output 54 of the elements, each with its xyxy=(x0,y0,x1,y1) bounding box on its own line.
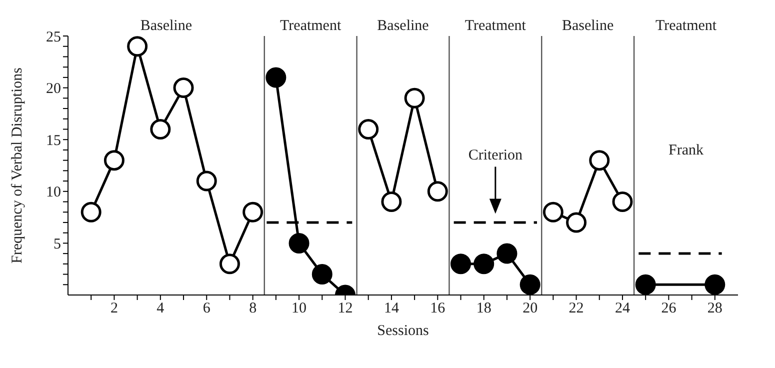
point xyxy=(520,274,540,295)
point xyxy=(496,243,518,264)
x-tick-label: 18 xyxy=(476,300,492,317)
annotation: Criterion xyxy=(468,148,523,164)
x-tick-label: 16 xyxy=(430,300,446,317)
y-tick-label: 5 xyxy=(54,236,61,253)
point xyxy=(566,212,587,233)
x-tick-label: 4 xyxy=(156,300,165,317)
text: Treatment xyxy=(655,18,718,34)
x-tick-label: 14 xyxy=(384,300,400,317)
point xyxy=(219,254,240,274)
point xyxy=(173,78,194,98)
point xyxy=(196,170,217,192)
point xyxy=(358,118,379,140)
point xyxy=(704,274,726,295)
point xyxy=(589,150,610,171)
x-tick-label: 28 xyxy=(707,300,722,317)
point xyxy=(150,118,171,140)
point xyxy=(612,192,633,212)
point xyxy=(80,202,102,222)
text: Treatment xyxy=(280,18,342,34)
point xyxy=(288,232,310,254)
y-tick-label: 10 xyxy=(46,184,61,201)
y-tick-label: 25 xyxy=(46,29,61,46)
point xyxy=(127,36,148,57)
x-tick-label: 20 xyxy=(522,300,538,317)
point xyxy=(404,88,425,108)
x-tick-label: 2 xyxy=(110,300,118,317)
x-tick-label: 8 xyxy=(249,300,257,317)
text: Treatment xyxy=(464,18,527,34)
x-tick-label: 26 xyxy=(661,300,677,317)
text: Baseline xyxy=(562,18,614,34)
x-tick-label: 22 xyxy=(568,300,584,317)
y-tick-label: 15 xyxy=(46,132,61,149)
point xyxy=(450,254,472,274)
point xyxy=(427,181,448,202)
point xyxy=(104,150,124,171)
text: Baseline xyxy=(140,18,192,34)
x-tick-label: 12 xyxy=(338,300,353,317)
y-tick-label: 20 xyxy=(46,81,61,98)
x-tick-label: 10 xyxy=(292,300,307,317)
point xyxy=(635,274,656,295)
text: Baseline xyxy=(377,18,430,34)
point xyxy=(242,202,264,222)
point xyxy=(474,254,494,274)
annotation: Frank xyxy=(668,142,704,159)
point xyxy=(312,264,332,285)
x-axis-title: Sessions xyxy=(377,323,429,339)
x-tick-label: 24 xyxy=(614,300,630,317)
point xyxy=(381,192,402,212)
x-tick-label: 6 xyxy=(202,300,211,317)
point xyxy=(542,202,564,222)
point xyxy=(266,67,286,88)
y-axis-title: Frequency of Verbal Disruptions xyxy=(9,67,26,264)
